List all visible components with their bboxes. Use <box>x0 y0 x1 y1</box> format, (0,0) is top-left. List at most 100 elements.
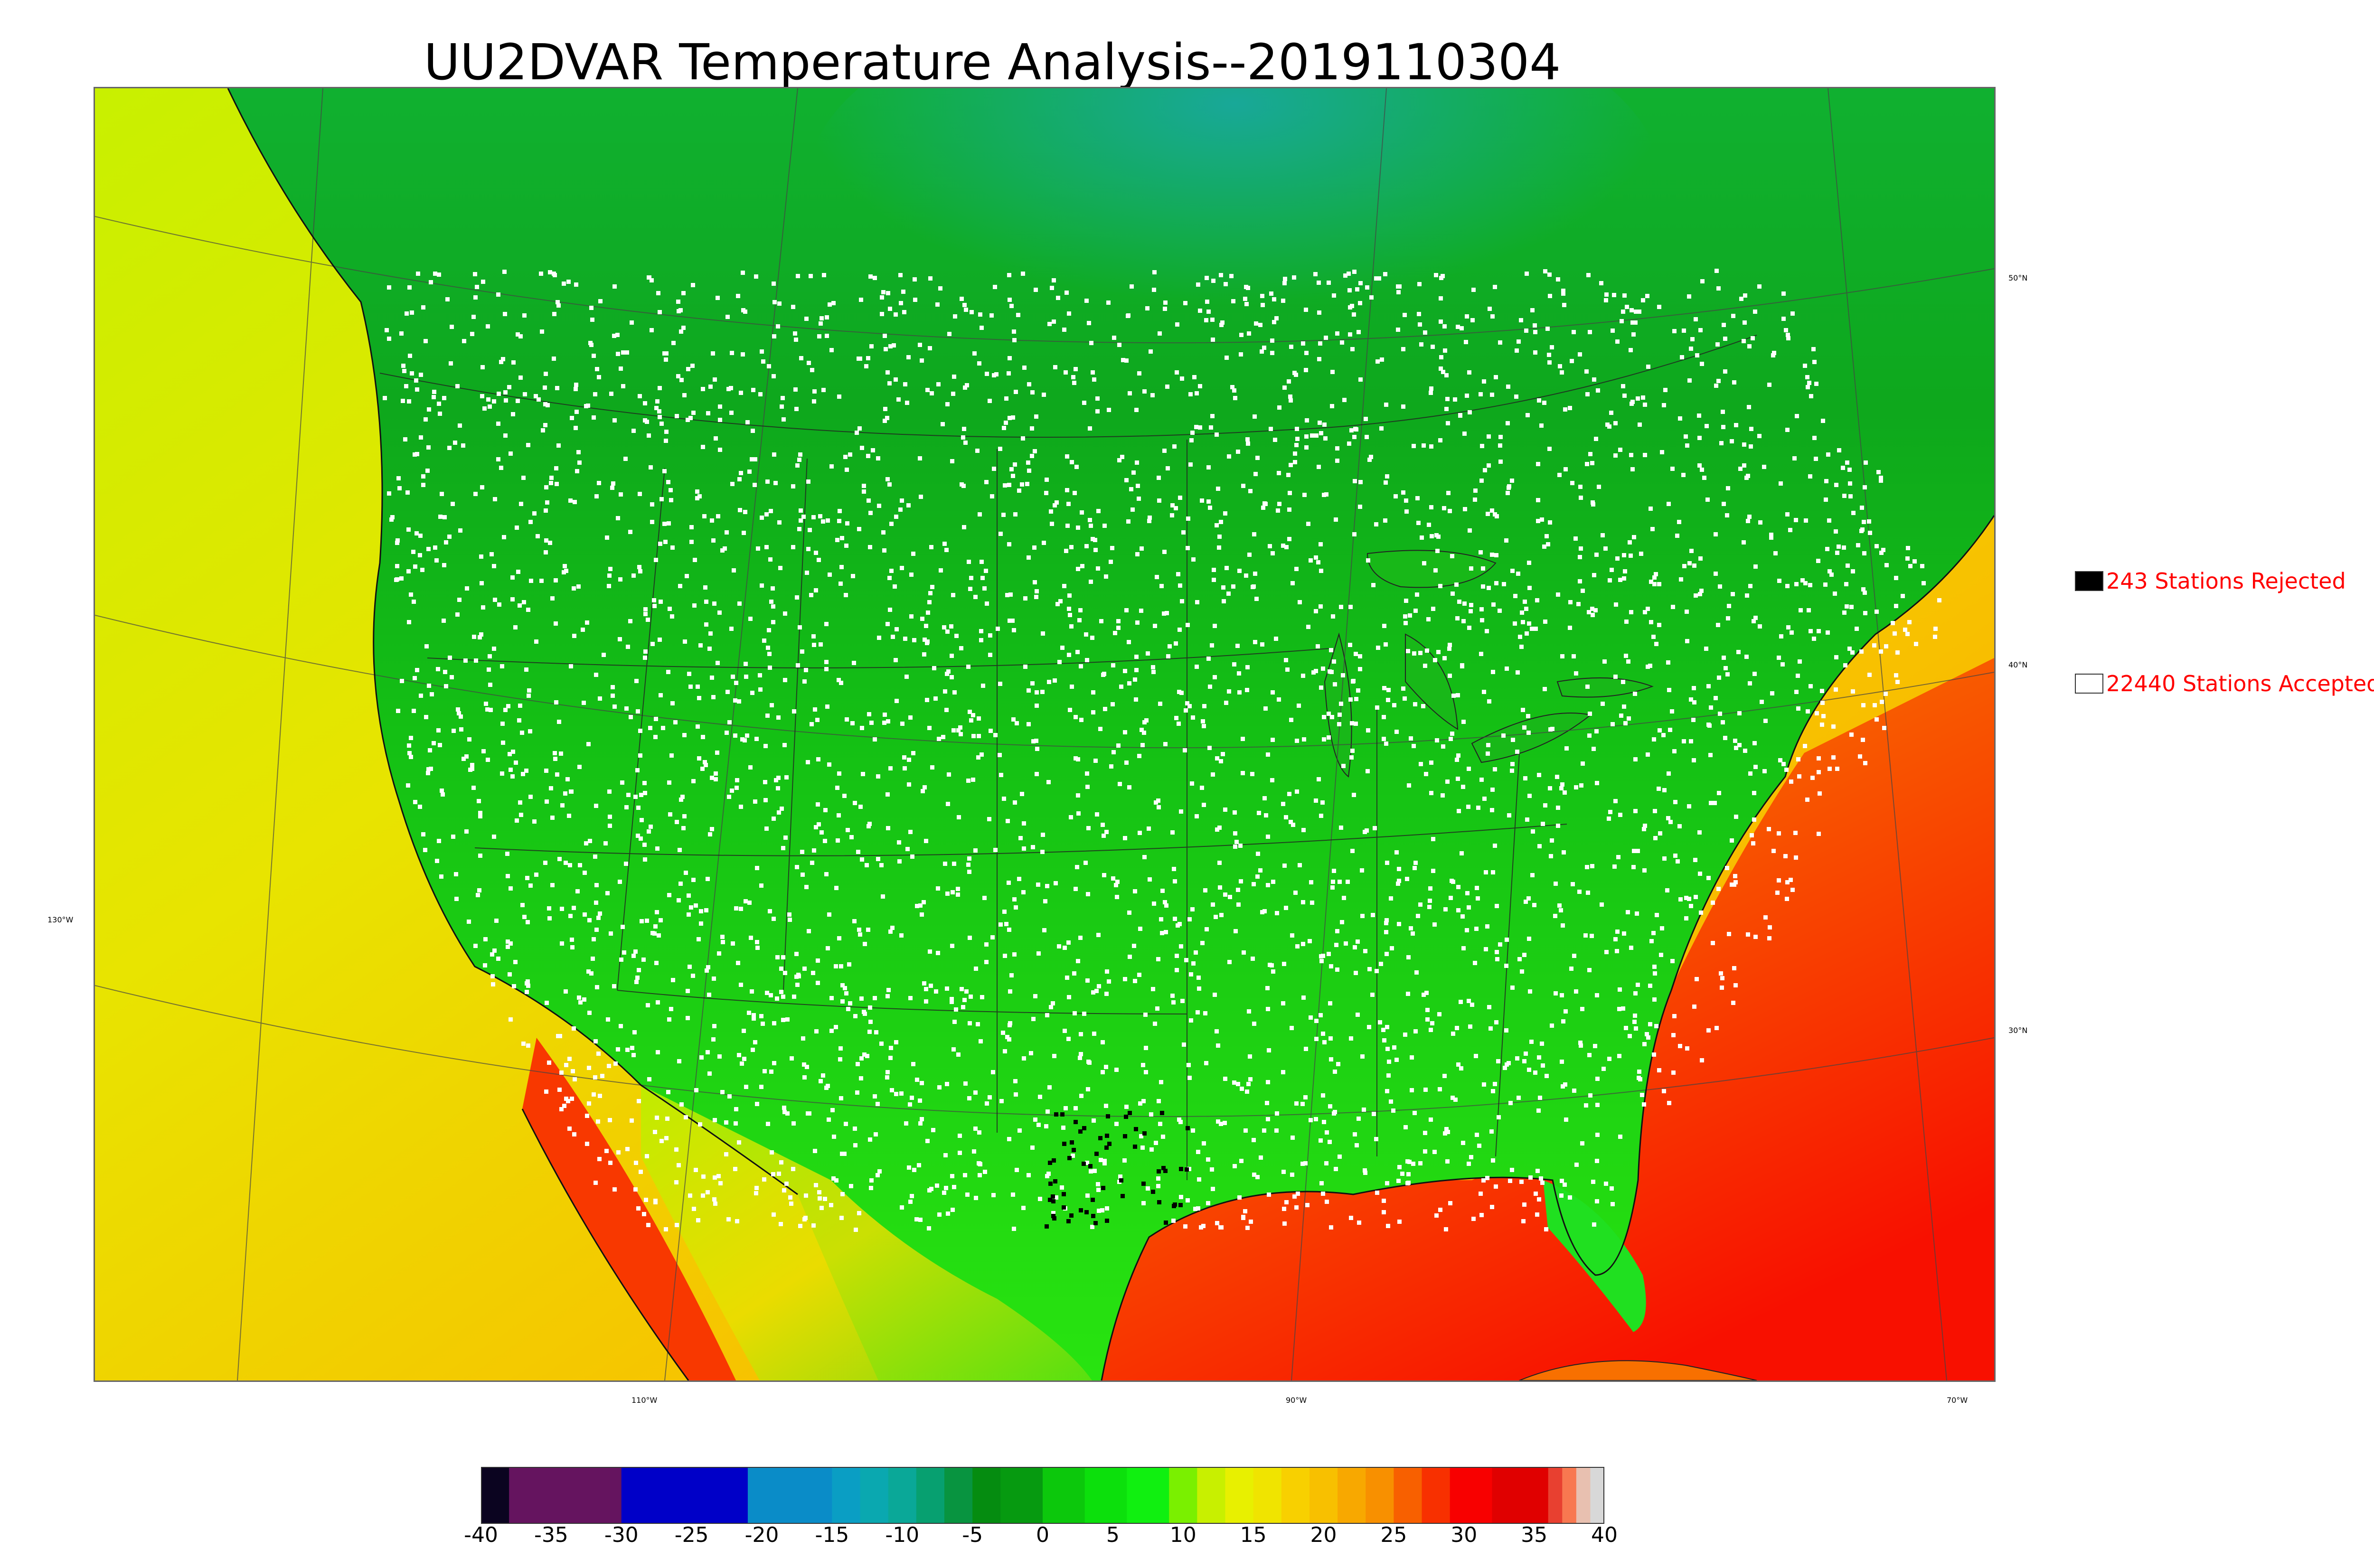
station-accepted-marker <box>1123 836 1127 840</box>
station-accepted-marker <box>950 1000 954 1004</box>
station-accepted-marker <box>1845 460 1849 465</box>
station-accepted-marker <box>1158 1122 1162 1126</box>
station-accepted-marker <box>1027 555 1031 560</box>
station-accepted-marker <box>880 295 884 300</box>
station-accepted-marker <box>844 593 848 597</box>
station-accepted-marker <box>988 653 992 657</box>
station-accepted-marker <box>999 1099 1004 1103</box>
station-accepted-marker <box>1831 724 1836 729</box>
station-accepted-marker <box>1622 576 1626 581</box>
station-accepted-marker <box>1743 320 1747 325</box>
station-accepted-marker <box>1236 1082 1240 1086</box>
station-accepted-marker <box>1102 524 1107 528</box>
station-accepted-marker <box>1011 474 1015 478</box>
station-accepted-marker <box>904 1121 908 1126</box>
station-accepted-marker <box>1667 771 1671 776</box>
station-accepted-marker <box>1767 936 1771 940</box>
station-accepted-marker <box>1698 328 1703 332</box>
station-accepted-marker <box>1198 425 1202 430</box>
station-accepted-marker <box>808 528 812 532</box>
station-accepted-marker <box>411 550 415 554</box>
station-accepted-marker <box>768 666 772 670</box>
station-accepted-marker <box>1241 1215 1245 1219</box>
station-accepted-marker <box>1305 1203 1309 1207</box>
station-accepted-marker <box>1162 449 1167 453</box>
station-accepted-marker <box>1191 715 1195 720</box>
station-accepted-marker <box>419 435 423 440</box>
station-accepted-marker <box>1386 1224 1390 1228</box>
station-accepted-marker <box>1377 276 1381 281</box>
station-accepted-marker <box>1319 814 1323 818</box>
station-accepted-marker <box>1479 778 1484 782</box>
station-accepted-marker <box>951 1047 956 1052</box>
station-accepted-marker <box>1848 494 1853 498</box>
station-accepted-marker <box>1641 395 1645 400</box>
station-accepted-marker <box>1592 747 1596 751</box>
station-accepted-marker <box>1618 987 1622 992</box>
station-accepted-marker <box>1557 903 1562 908</box>
lon-label-70: 70°W <box>1947 1396 1968 1405</box>
station-accepted-marker <box>950 997 954 1001</box>
station-accepted-marker <box>1175 370 1179 375</box>
station-accepted-marker <box>1751 841 1755 845</box>
station-accepted-marker <box>1215 1221 1219 1225</box>
station-accepted-marker <box>1139 609 1143 613</box>
station-accepted-marker <box>1115 880 1120 884</box>
station-accepted-marker <box>1124 358 1129 363</box>
station-accepted-marker <box>791 1121 796 1126</box>
station-accepted-marker <box>1684 916 1688 920</box>
station-accepted-marker <box>952 1020 957 1024</box>
station-accepted-marker <box>1317 281 1321 285</box>
station-accepted-marker <box>1211 279 1215 283</box>
station-accepted-marker <box>408 354 412 358</box>
station-accepted-marker <box>860 726 864 730</box>
station-accepted-marker <box>1533 323 1537 328</box>
station-accepted-marker <box>1045 1013 1049 1017</box>
station-accepted-marker <box>1793 831 1798 835</box>
station-accepted-marker <box>1494 581 1498 585</box>
station-accepted-marker <box>1150 393 1155 397</box>
station-accepted-marker <box>1248 1054 1252 1059</box>
station-accepted-marker <box>1021 272 1025 276</box>
colorbar-bin <box>1590 1467 1605 1524</box>
station-accepted-marker <box>1304 368 1308 372</box>
station-accepted-marker <box>1771 849 1776 853</box>
station-accepted-marker <box>1035 772 1039 776</box>
station-accepted-marker <box>1652 965 1657 969</box>
station-accepted-marker <box>1660 450 1664 454</box>
station-accepted-marker <box>1156 957 1160 961</box>
station-accepted-marker <box>1637 1076 1641 1080</box>
station-accepted-marker <box>1610 1186 1614 1191</box>
station-accepted-marker <box>1178 496 1182 500</box>
station-accepted-marker <box>777 1172 781 1176</box>
station-accepted-marker <box>669 753 674 758</box>
station-accepted-marker <box>1286 473 1291 477</box>
station-accepted-marker <box>612 284 617 289</box>
station-accepted-marker <box>1124 1105 1129 1109</box>
station-accepted-marker <box>1027 1173 1031 1177</box>
station-accepted-marker <box>1769 533 1773 537</box>
station-accepted-marker <box>1013 800 1017 805</box>
station-accepted-marker <box>1438 1087 1442 1091</box>
station-rejected-marker <box>1142 1131 1147 1136</box>
station-accepted-marker <box>1239 1159 1244 1163</box>
station-rejected-marker <box>1134 1127 1138 1131</box>
colorbar-tick-label: 5 <box>1106 1523 1120 1547</box>
station-accepted-marker <box>1590 461 1594 465</box>
station-accepted-marker <box>1490 1205 1494 1209</box>
station-accepted-marker <box>1027 722 1031 726</box>
station-accepted-marker <box>521 772 525 776</box>
station-accepted-marker <box>1495 957 1499 961</box>
station-accepted-marker <box>849 835 854 839</box>
station-accepted-marker <box>544 1089 548 1094</box>
colorbar-tick-label: -5 <box>962 1523 983 1547</box>
station-accepted-marker <box>1578 485 1583 489</box>
station-accepted-marker <box>1560 993 1564 997</box>
station-accepted-marker <box>1258 323 1262 327</box>
station-accepted-marker <box>1523 776 1527 780</box>
station-accepted-marker <box>1730 883 1734 887</box>
station-accepted-marker <box>1382 715 1386 719</box>
station-accepted-marker <box>1613 421 1618 425</box>
station-accepted-marker <box>1335 331 1339 336</box>
station-accepted-marker <box>1467 999 1471 1003</box>
